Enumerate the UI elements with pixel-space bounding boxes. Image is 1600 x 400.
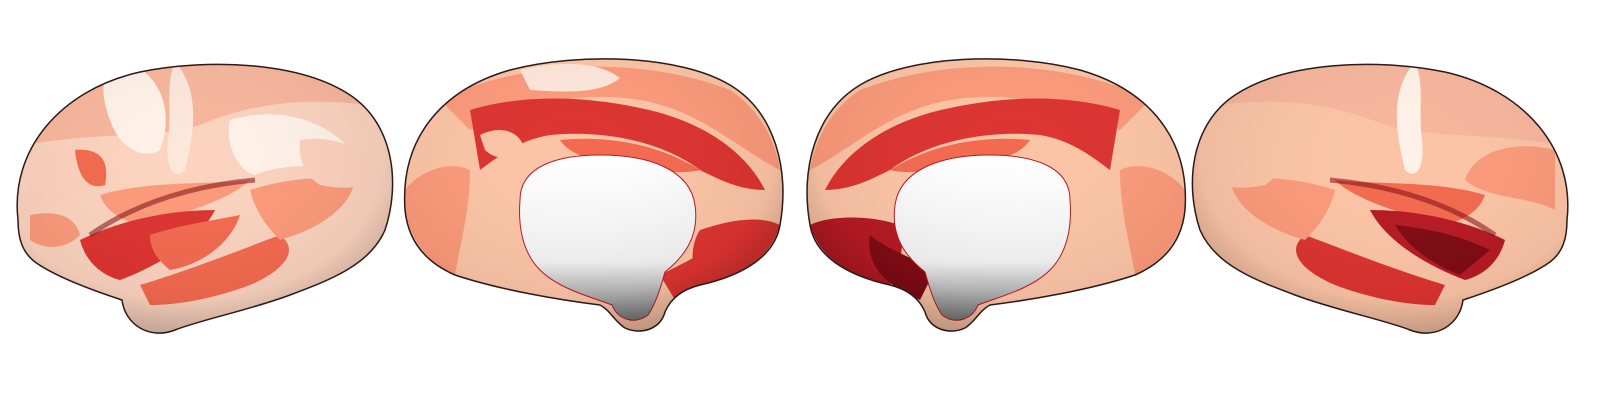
- brain-view-left-lateral: [16, 63, 394, 334]
- brain-view-left-medial: [403, 58, 784, 332]
- brain-view-right-lateral: [1191, 63, 1569, 334]
- brain-view-right-medial: [806, 58, 1187, 332]
